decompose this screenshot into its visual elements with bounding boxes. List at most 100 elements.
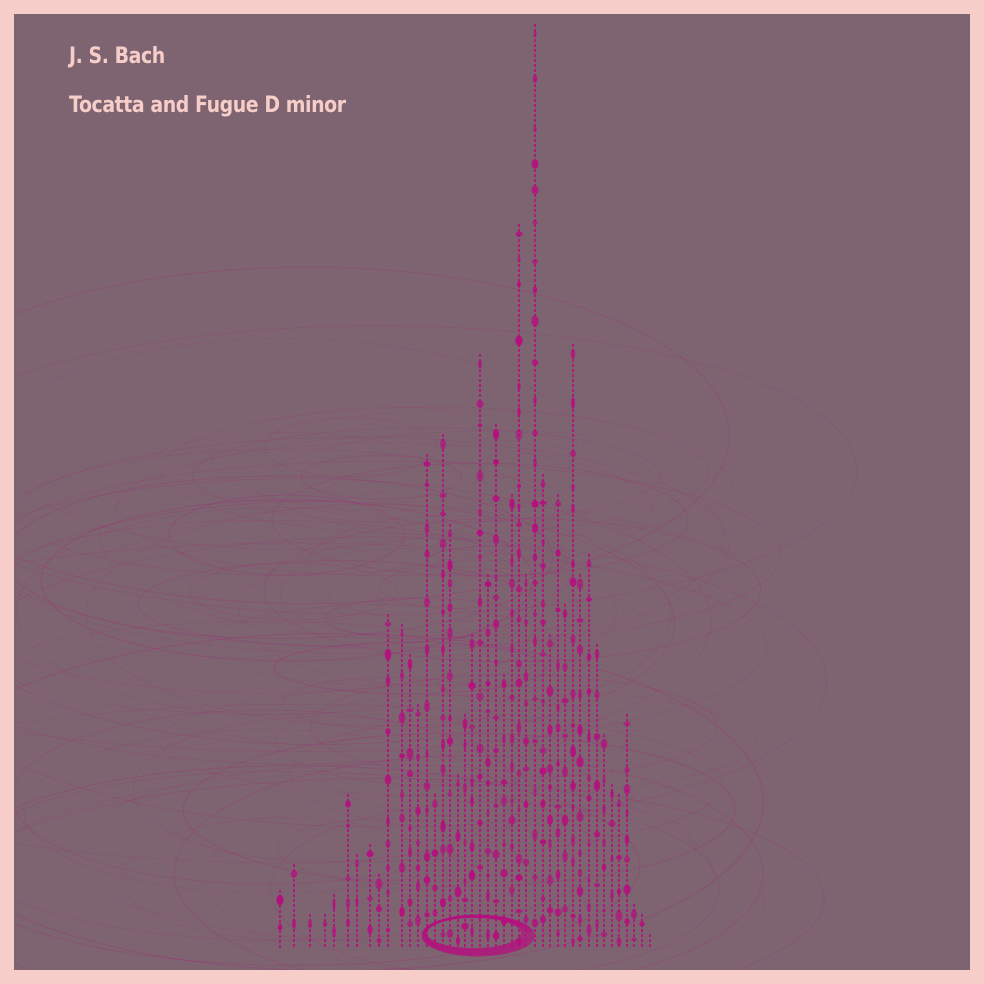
note-dot xyxy=(531,185,539,195)
note-dot xyxy=(416,880,420,892)
note-dot xyxy=(386,889,390,896)
orbit-ring xyxy=(14,460,782,649)
note-dot xyxy=(517,483,521,489)
note-dot xyxy=(492,899,500,904)
orbit-ring xyxy=(14,475,553,639)
note-dot xyxy=(516,616,522,623)
note-dot xyxy=(533,635,537,648)
note-dot xyxy=(424,644,430,656)
note-dot xyxy=(493,747,499,754)
note-dot xyxy=(385,728,391,735)
note-dot xyxy=(541,539,545,545)
orbit-ring xyxy=(293,471,587,559)
note-dot xyxy=(616,800,622,808)
note-dot xyxy=(432,885,438,891)
note-dot xyxy=(439,492,447,498)
note-dot xyxy=(540,619,546,626)
note-dot xyxy=(531,159,539,169)
note-dot xyxy=(277,923,283,931)
note-dot xyxy=(593,733,601,741)
note-dot xyxy=(570,781,576,791)
note-dot xyxy=(440,715,446,721)
note-dot xyxy=(508,816,516,825)
note-dot xyxy=(517,281,521,288)
note-dot xyxy=(386,816,390,827)
note-dot xyxy=(623,722,631,726)
note-dot xyxy=(501,679,507,689)
note-dot xyxy=(478,508,482,517)
note-dot xyxy=(578,690,582,700)
note-dot xyxy=(623,856,631,863)
note-dot xyxy=(586,652,592,662)
note-dot xyxy=(600,739,608,749)
note-dot xyxy=(556,660,560,671)
orbit-ring xyxy=(290,718,649,830)
note-dot xyxy=(523,671,529,682)
note-dot xyxy=(586,924,592,936)
note-dot xyxy=(571,938,575,945)
note-dot xyxy=(555,723,561,733)
note-dot xyxy=(455,831,461,842)
note-dot xyxy=(515,660,523,668)
note-dot xyxy=(500,796,508,806)
note-dot xyxy=(510,609,514,618)
note-dot xyxy=(625,808,629,818)
note-dot xyxy=(407,658,413,670)
note-dot xyxy=(441,645,445,654)
note-dot xyxy=(546,640,554,648)
orbit-ring xyxy=(14,770,599,941)
note-dot xyxy=(367,924,373,935)
note-dot xyxy=(571,484,575,492)
note-dot xyxy=(602,776,606,785)
orbit-ring xyxy=(263,417,437,478)
note-dot xyxy=(384,648,392,661)
note-dot xyxy=(367,896,373,901)
note-dot xyxy=(571,559,575,569)
note-dot xyxy=(576,618,584,623)
note-dot xyxy=(502,841,506,848)
note-dot xyxy=(594,690,600,700)
note-dot xyxy=(494,575,498,580)
note-dot xyxy=(478,359,482,369)
note-dot xyxy=(624,835,630,845)
note-dot xyxy=(616,937,622,947)
note-dot xyxy=(424,482,430,488)
note-dot xyxy=(602,803,606,814)
note-dot xyxy=(554,804,562,809)
orbit-ring xyxy=(14,778,825,970)
note-dot xyxy=(415,914,421,926)
orbit-ring xyxy=(17,448,555,576)
orbit-ring xyxy=(34,501,808,753)
note-dot xyxy=(492,850,500,860)
note-dot xyxy=(322,921,328,927)
note-dot xyxy=(517,807,521,812)
note-dot xyxy=(555,827,561,839)
note-dot xyxy=(639,921,645,927)
note-dot xyxy=(461,897,469,903)
note-dot xyxy=(463,740,467,750)
note-dot xyxy=(594,648,600,660)
note-dot xyxy=(577,724,583,736)
note-dot xyxy=(546,906,554,914)
note-dot xyxy=(399,906,405,917)
orbit-ring xyxy=(310,674,718,779)
note-dot xyxy=(432,909,438,917)
note-dot xyxy=(432,799,438,809)
note-dot xyxy=(332,926,336,938)
note-dot xyxy=(510,761,514,773)
note-dot xyxy=(571,503,575,514)
note-dot xyxy=(523,737,529,746)
note-dot xyxy=(408,846,412,858)
note-dot xyxy=(570,834,576,846)
note-dot xyxy=(577,936,583,942)
note-dot xyxy=(424,550,430,558)
note-dot xyxy=(515,231,523,237)
note-dot xyxy=(486,808,490,816)
note-dot xyxy=(586,560,592,568)
note-dot xyxy=(593,780,601,791)
note-dot xyxy=(439,844,447,855)
note-dot xyxy=(562,765,568,778)
note-dot xyxy=(571,856,575,868)
note-dot xyxy=(578,914,582,925)
note-dot xyxy=(539,839,547,845)
